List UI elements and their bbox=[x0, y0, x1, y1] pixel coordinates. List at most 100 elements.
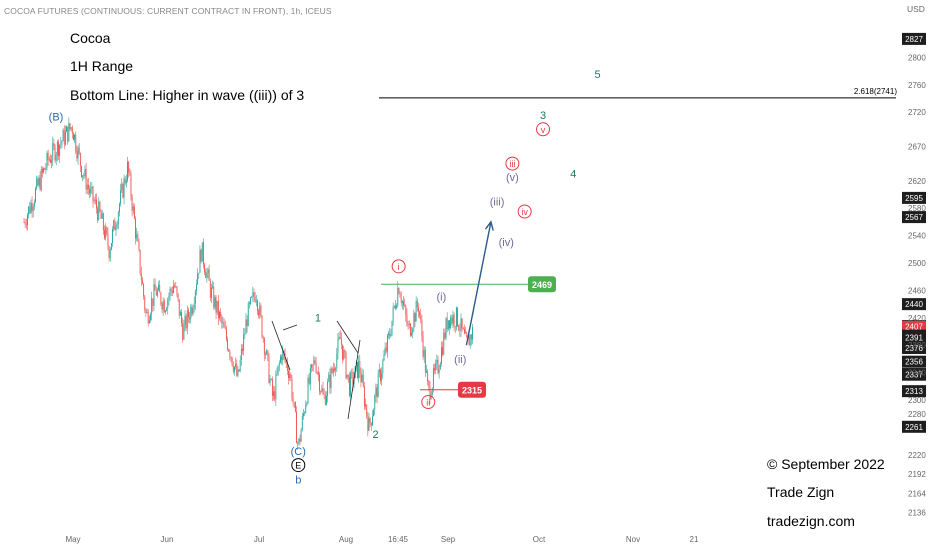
candle-body bbox=[360, 373, 362, 383]
candle-body bbox=[121, 183, 123, 191]
candle-body bbox=[30, 202, 32, 213]
candle-body bbox=[101, 213, 103, 219]
candle-body bbox=[307, 377, 309, 403]
candle-body bbox=[285, 360, 287, 363]
candle-body bbox=[311, 364, 312, 368]
candle-body bbox=[446, 318, 448, 330]
x-tick-label: Nov bbox=[626, 535, 640, 544]
wave-label: b bbox=[295, 475, 301, 487]
time-axis[interactable]: May Jun Jul Aug 16:45 Sep Oct Nov 21 bbox=[65, 535, 699, 544]
candle-body bbox=[27, 214, 28, 226]
candle-body bbox=[444, 332, 446, 339]
y-tick-label: 2670 bbox=[908, 143, 926, 152]
candle-body bbox=[128, 161, 130, 173]
candle-body bbox=[85, 168, 87, 190]
annotation-layer: 2.618(2741)24692315(B)(C)Eb12iii(i)(ii)(… bbox=[49, 32, 926, 487]
y-tick-label: 2192 bbox=[908, 470, 926, 479]
candle-body bbox=[242, 348, 243, 351]
candle-body bbox=[415, 300, 417, 322]
candle-body bbox=[56, 141, 58, 155]
candle-body bbox=[93, 201, 95, 202]
candle-body bbox=[33, 202, 35, 207]
candle-body bbox=[192, 308, 194, 315]
y-tick-label: 2280 bbox=[908, 410, 926, 419]
candle-body bbox=[54, 146, 56, 161]
candle-body bbox=[330, 368, 332, 389]
candle-body bbox=[232, 365, 234, 372]
candle-body bbox=[390, 334, 392, 337]
candle-body bbox=[258, 310, 260, 316]
candle-body bbox=[297, 443, 299, 444]
wave-label: (ii) bbox=[454, 354, 466, 366]
candle-body bbox=[171, 290, 173, 293]
candle-body bbox=[169, 288, 171, 297]
candle-body bbox=[395, 305, 396, 309]
candle-body bbox=[132, 206, 134, 211]
candle-body bbox=[315, 362, 317, 373]
candle-body bbox=[216, 300, 218, 313]
price-label: 2337 bbox=[905, 371, 923, 380]
candle-body bbox=[174, 285, 176, 287]
candle-body bbox=[99, 201, 101, 212]
wave-label: 1 bbox=[315, 312, 321, 324]
wave-label-circle bbox=[536, 122, 551, 137]
candle-body bbox=[345, 352, 347, 379]
candle-body bbox=[38, 177, 40, 186]
candle-body bbox=[453, 314, 455, 327]
candle-body bbox=[255, 300, 257, 302]
candle-body bbox=[436, 359, 438, 364]
candle-body bbox=[319, 374, 320, 392]
price-label-box bbox=[902, 368, 926, 381]
candle-body bbox=[122, 183, 124, 198]
candle-body bbox=[314, 360, 316, 363]
x-tick-label: Aug bbox=[339, 535, 353, 544]
candle-body bbox=[407, 324, 409, 326]
wave-label: 4 bbox=[570, 168, 576, 180]
candle-body bbox=[466, 332, 468, 338]
candle-body bbox=[220, 311, 222, 317]
candle-body bbox=[247, 303, 249, 326]
candle-body bbox=[238, 369, 240, 372]
candle-body bbox=[217, 300, 219, 319]
price-axis[interactable]: 2136 2164 2192 2220 2280 2300 2340 2380 2420 2460… bbox=[908, 53, 926, 517]
wave-label: v bbox=[541, 125, 546, 135]
candle-body bbox=[377, 372, 379, 398]
candle-body bbox=[24, 222, 26, 225]
candle-body bbox=[84, 168, 86, 176]
candle-body bbox=[69, 123, 71, 129]
note-title: Cocoa bbox=[70, 30, 111, 46]
candle-body bbox=[328, 374, 330, 382]
candle-body bbox=[212, 286, 214, 288]
candle-body bbox=[158, 284, 159, 291]
candle-body bbox=[79, 153, 81, 166]
candle-body bbox=[74, 134, 76, 141]
candle-body bbox=[332, 368, 334, 373]
price-label-box bbox=[902, 355, 926, 368]
candle-body bbox=[153, 284, 155, 307]
candle-body bbox=[76, 151, 78, 159]
candle-body bbox=[339, 336, 341, 339]
x-tick-label: May bbox=[65, 535, 80, 544]
candle-body bbox=[400, 297, 402, 303]
note-bottom-line: Bottom Line: Higher in wave ((iii)) of 3 bbox=[70, 87, 305, 103]
candle-body bbox=[204, 264, 205, 273]
wave-label-circle bbox=[291, 458, 306, 473]
x-tick-label: Sep bbox=[441, 535, 456, 544]
y-tick-label: 2760 bbox=[908, 81, 926, 90]
candle-body bbox=[184, 315, 186, 326]
candle-body bbox=[236, 363, 238, 376]
candle-body bbox=[81, 165, 82, 177]
candle-body bbox=[408, 323, 410, 326]
symbol-header: COCOA FUTURES (CONTINUOUS: CURRENT CONTR… bbox=[4, 6, 332, 16]
candle-body bbox=[138, 241, 140, 250]
candle-body bbox=[257, 300, 258, 311]
candle-body bbox=[108, 246, 110, 259]
pattern-trendline bbox=[271, 320, 291, 371]
candle-body bbox=[320, 391, 322, 393]
candle-body bbox=[225, 328, 227, 340]
y-tick-label: 2620 bbox=[908, 177, 926, 186]
pattern-trendline bbox=[336, 320, 359, 354]
candle-body bbox=[424, 350, 426, 373]
x-tick-label: 21 bbox=[690, 535, 699, 544]
